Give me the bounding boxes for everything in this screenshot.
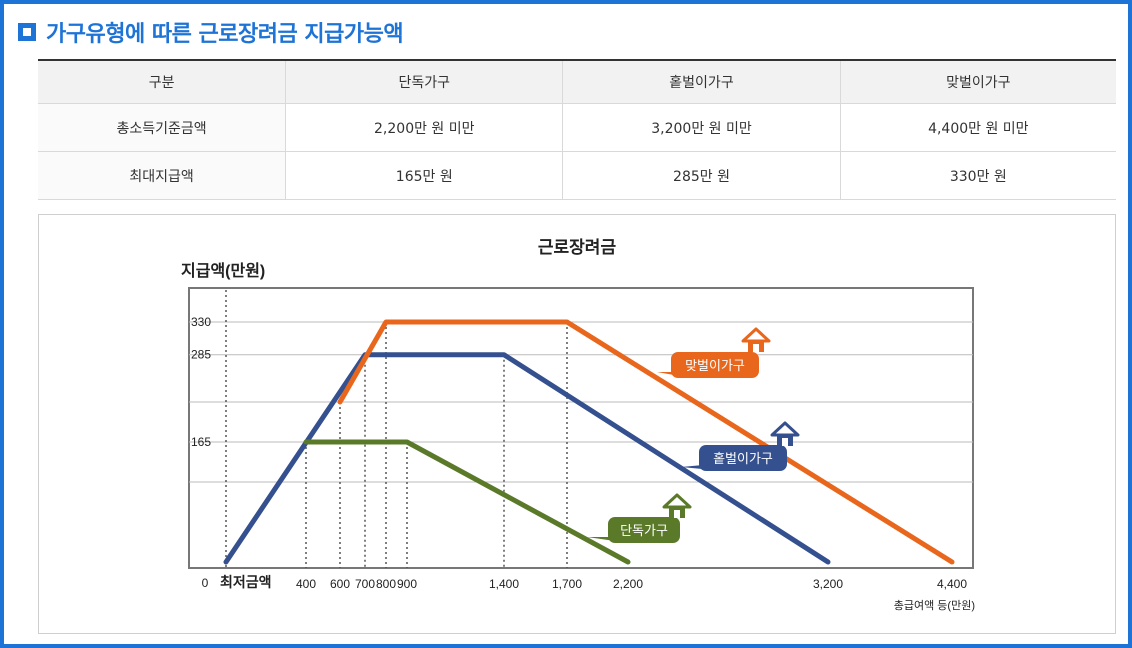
x-tick-label: 600 [330,577,350,591]
x-tick-label: 700 [355,577,375,591]
x-zero-label: 0 [202,576,209,590]
x-tick-label: 800 [376,577,396,591]
legend-label-single-person: 단독가구 [620,523,668,538]
square-bullet-icon [18,23,36,41]
series-line-dual-income [337,319,955,565]
table-header-cell: 구분 [38,59,287,104]
benefit-summary-table: 구분 단독가구 홑벌이가구 맞벌이가구 총소득기준금액 2,200만 원 미만 … [38,59,1116,200]
table-row: 최대지급액 165만 원 285만 원 330만 원 [38,151,1116,200]
legend-label-single-earner: 홑벌이가구 [713,451,773,466]
x-tick-label: 2,200 [613,577,643,591]
table-header-row: 구분 단독가구 홑벌이가구 맞벌이가구 [38,59,1116,104]
x-tick-label: 3,200 [813,577,843,591]
table-header-cell: 홑벌이가구 [562,59,841,104]
table-cell: 330만 원 [840,151,1116,200]
section-heading: 가구유형에 따른 근로장려금 지급가능액 [18,18,404,47]
table-cell: 총소득기준금액 [38,103,287,152]
x-axis-label: 총급여액 등(만원) [894,599,975,612]
y-axis-label: 지급액(만원) [181,261,265,280]
y-tick-label: 285 [191,348,211,362]
series-line-single-person [303,439,631,565]
legend-label-dual-income: 맞벌이가구 [685,358,745,373]
table-cell: 3,200만 원 미만 [562,103,841,152]
table-cell: 2,200만 원 미만 [285,103,564,152]
table-cell: 최대지급액 [38,151,287,200]
x-tick-label: 400 [296,577,316,591]
callout-box-single-person [608,517,680,543]
y-tick-label: 330 [191,315,211,329]
x-tick-label: 900 [397,577,417,591]
house-door-icon [753,344,759,352]
chart-title: 근로장려금 [538,238,617,257]
callout-box-dual-income [671,352,759,378]
table-cell: 4,400만 원 미만 [840,103,1116,152]
x-tick-label: 4,400 [937,577,967,591]
series-line-single-earner [223,352,831,565]
x-tick-label: 1,400 [489,577,519,591]
page-title: 가구유형에 따른 근로장려금 지급가능액 [46,22,404,47]
table-cell: 285만 원 [562,151,841,200]
house-door-icon [782,438,788,446]
x-tick-label: 1,700 [552,577,582,591]
table-header-cell: 맞벌이가구 [840,59,1116,104]
table-header-cell: 단독가구 [285,59,564,104]
plot-area [188,287,974,569]
table-cell: 165만 원 [285,151,564,200]
x-min-wage-label: 최저금액 [220,574,272,590]
callout-box-single-earner [699,445,787,471]
table-row: 총소득기준금액 2,200만 원 미만 3,200만 원 미만 4,400만 원… [38,103,1116,152]
y-tick-label: 165 [191,435,211,449]
house-door-icon [674,510,680,518]
